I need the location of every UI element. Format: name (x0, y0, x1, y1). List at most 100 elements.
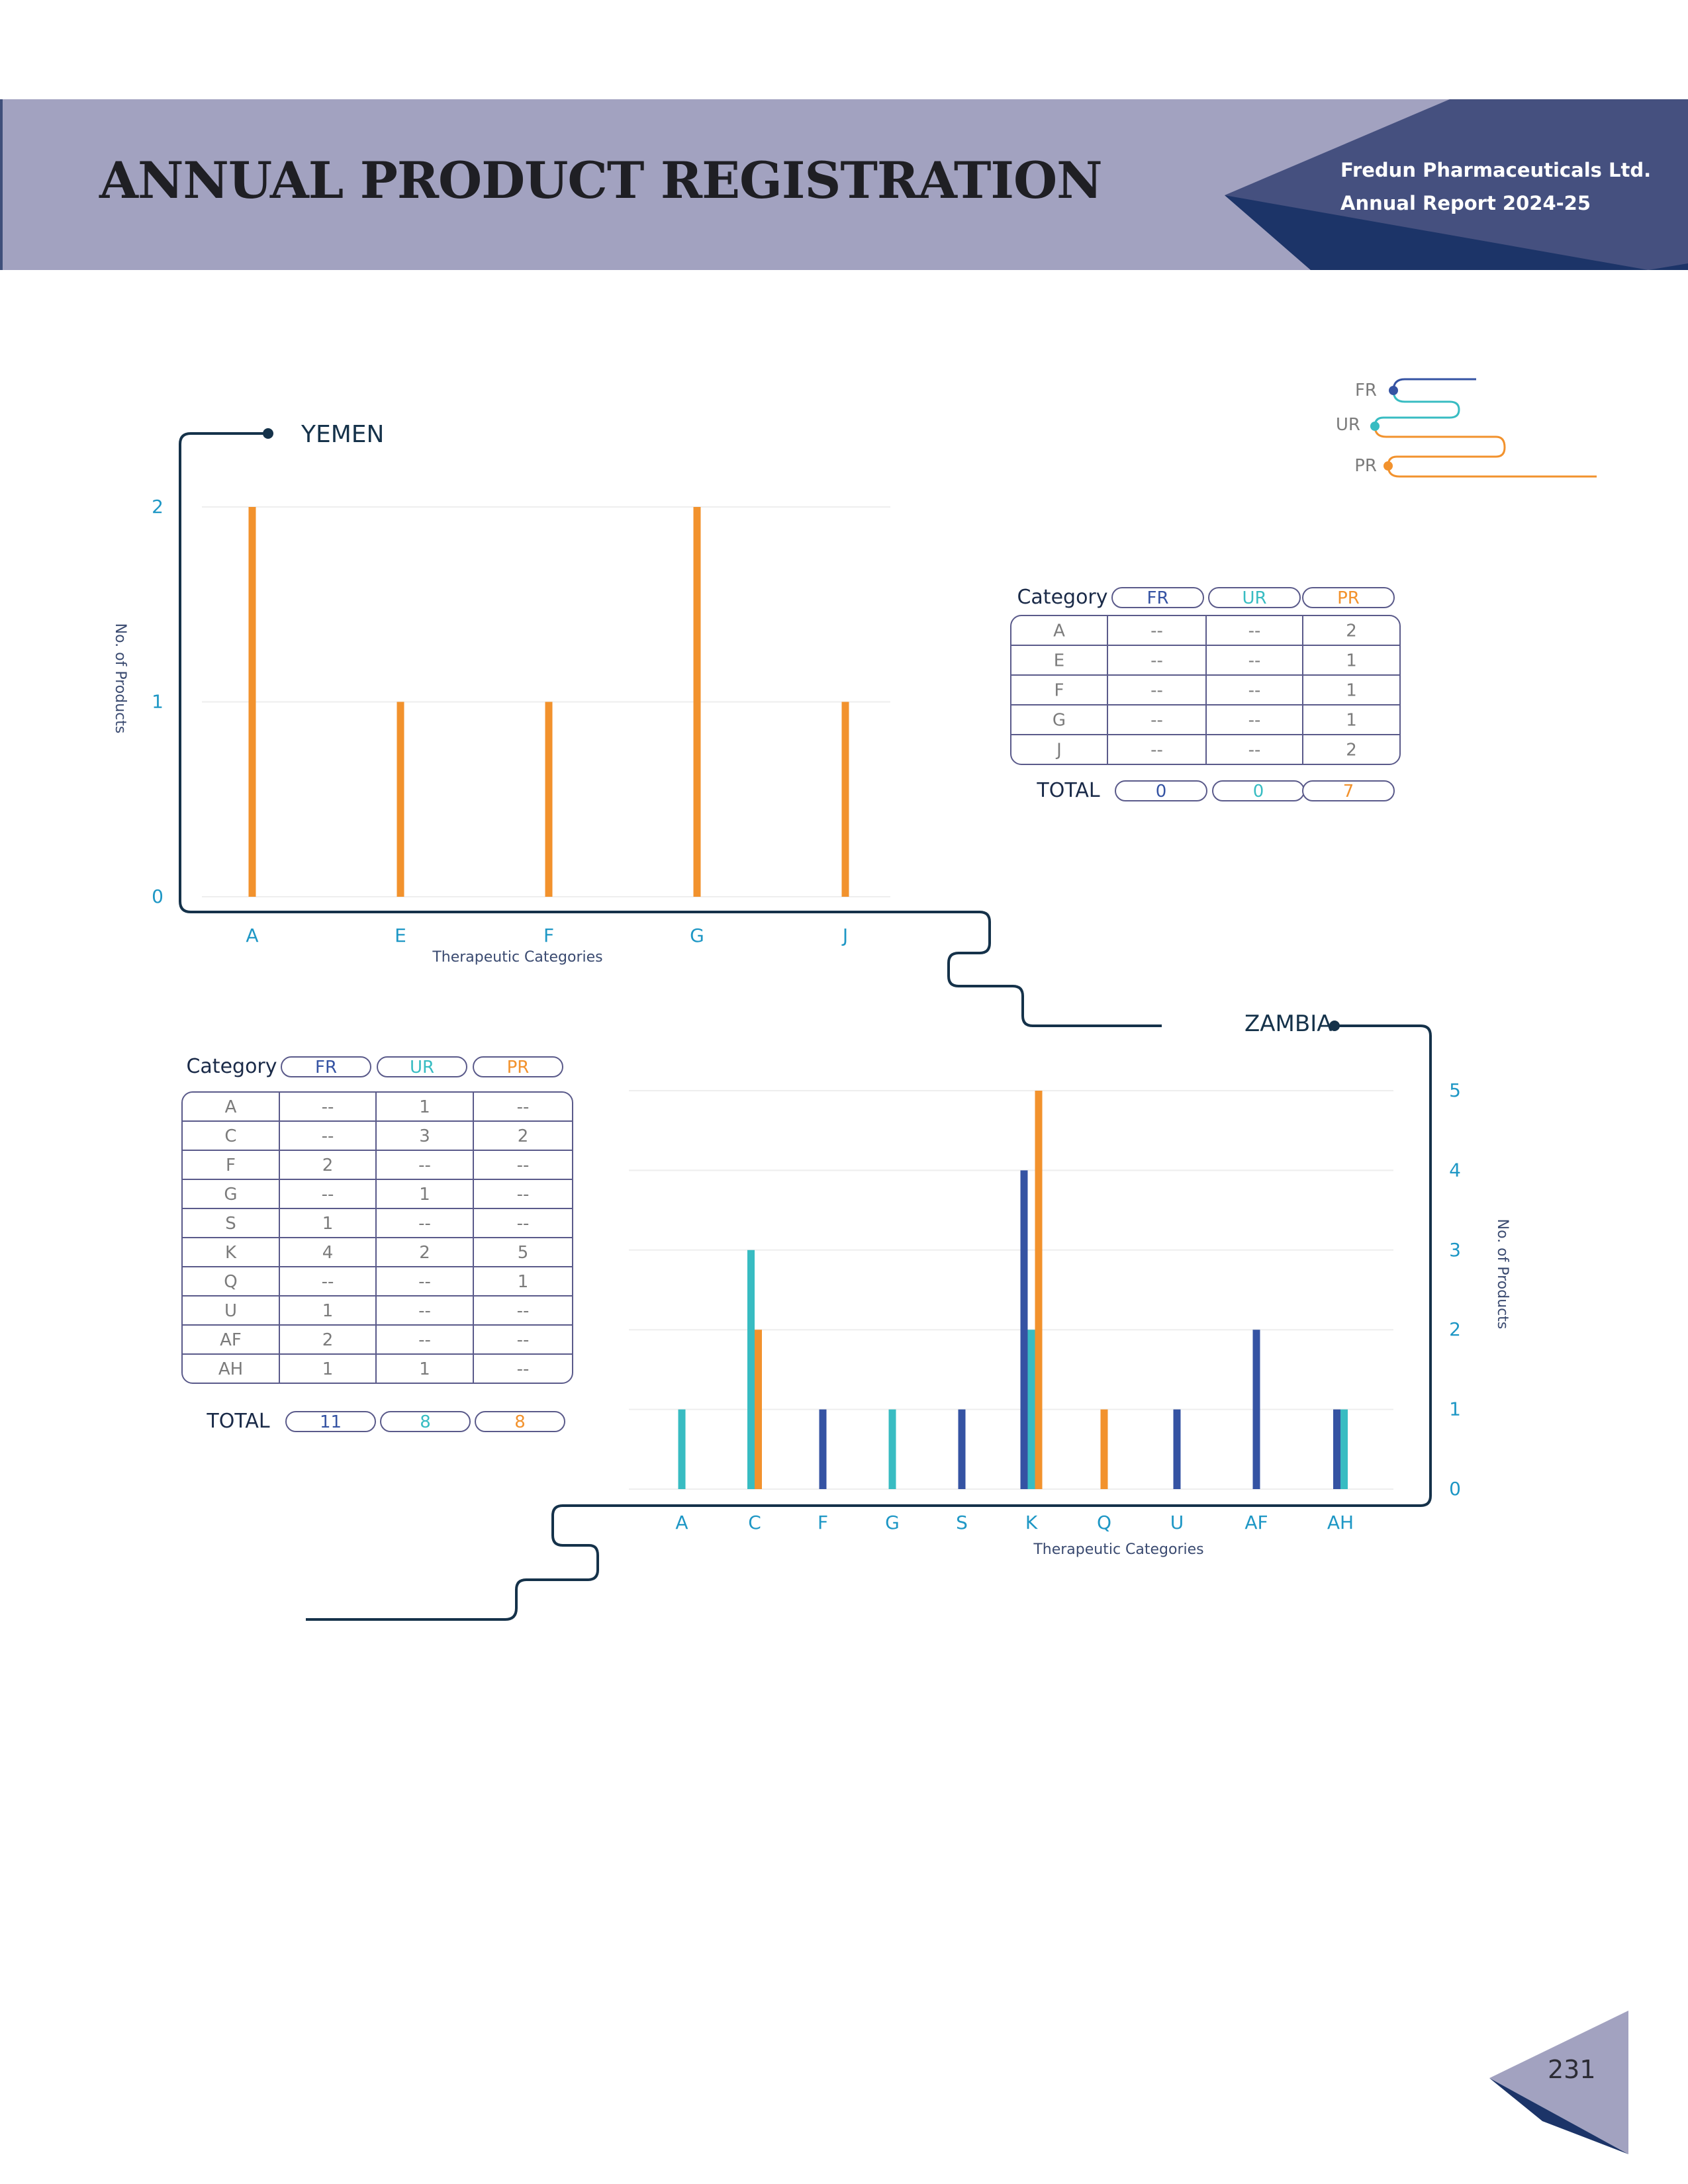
legend: FR UR PR (1336, 378, 1597, 478)
table-cell: -- (322, 1097, 334, 1117)
y-tick-label: 5 (1449, 1079, 1461, 1101)
y-tick-label: 1 (152, 691, 164, 713)
table-total-fr: 11 (320, 1412, 342, 1432)
table-cell: 2 (518, 1126, 529, 1146)
table-header-pr: PR (1337, 588, 1360, 608)
bar-pr-q (1100, 1409, 1108, 1489)
x-tick-label: F (543, 925, 554, 946)
table-cell: -- (322, 1185, 334, 1205)
x-tick-label: A (675, 1512, 688, 1533)
table-cell: 1 (1346, 681, 1357, 701)
table-total-fr: 0 (1156, 782, 1167, 801)
legend-dot-ur (1370, 422, 1380, 431)
table-cell: 2 (322, 1330, 334, 1350)
table-cell: -- (1248, 711, 1261, 731)
y-tick-label: 2 (152, 496, 164, 518)
table-cell: -- (517, 1214, 530, 1234)
table-cell: 1 (322, 1359, 334, 1379)
y-tick-label: 1 (1449, 1398, 1461, 1420)
page-number: 231 (1548, 2055, 1596, 2084)
legend-line-pr (1374, 426, 1597, 478)
legend-label-pr: PR (1354, 456, 1377, 476)
x-tick-label: AH (1327, 1512, 1354, 1533)
table-cell: -- (418, 1272, 431, 1292)
table-cell: -- (517, 1097, 530, 1117)
table-cell: F (1055, 681, 1064, 701)
x-tick-label: G (885, 1512, 900, 1533)
y-tick-label: 3 (1449, 1239, 1461, 1261)
table-total-label: TOTAL (206, 1410, 269, 1433)
bar-ur-g (888, 1409, 896, 1489)
table-cell: 4 (322, 1243, 334, 1263)
table-cell: 3 (419, 1126, 430, 1146)
table-cell: Q (224, 1272, 237, 1292)
table-cell: G (1053, 711, 1066, 731)
bar-fr-s (958, 1409, 966, 1489)
table-cell: K (225, 1243, 237, 1263)
bar-pr-g (693, 507, 701, 897)
bar-ur-ah (1340, 1409, 1348, 1489)
table-header-pr-pill (473, 1056, 563, 1077)
yemen-y-axis-title: No. of Products (112, 623, 128, 734)
table-cell: -- (1150, 621, 1163, 641)
table-total-label: TOTAL (1036, 779, 1100, 802)
x-tick-label: K (1025, 1512, 1038, 1533)
table-cell: 1 (322, 1301, 334, 1321)
bar-pr-f (545, 702, 553, 897)
table-total-pr: 7 (1343, 782, 1354, 801)
yemen-connector-dot (263, 428, 273, 439)
table-cell: 2 (1346, 741, 1357, 760)
legend-dot-fr (1389, 386, 1398, 395)
table-total-pr: 8 (514, 1412, 526, 1432)
table-cell: -- (517, 1330, 530, 1350)
table-total-fr-pill (285, 1411, 376, 1432)
table-cell: -- (1150, 741, 1163, 760)
table-total-pr-pill (475, 1411, 565, 1432)
table-cell: -- (1150, 681, 1163, 701)
table-cell: 1 (1346, 651, 1357, 671)
table-header-ur-pill (1208, 587, 1301, 608)
table-cell: 2 (419, 1243, 430, 1263)
bar-fr-f (819, 1409, 827, 1489)
table-cell: -- (1248, 621, 1261, 641)
table-total-pr-pill (1302, 780, 1395, 801)
table-cell: 1 (419, 1185, 430, 1205)
x-tick-label: J (841, 925, 848, 946)
table-cell: -- (1248, 651, 1261, 671)
zambia-x-axis-title: Therapeutic Categories (1033, 1541, 1203, 1558)
table-cell: -- (418, 1156, 431, 1175)
table-cell: -- (418, 1301, 431, 1321)
table-total-fr-pill (1115, 780, 1207, 801)
table-header-fr-pill (1111, 587, 1204, 608)
bar-fr-u (1173, 1409, 1181, 1489)
zambia-connector (306, 1024, 1432, 1621)
page-title: ANNUAL PRODUCT REGISTRATION (99, 151, 1103, 210)
table-cell: AH (218, 1359, 243, 1379)
table-cell: 1 (322, 1214, 334, 1234)
x-tick-label: U (1170, 1512, 1184, 1533)
table-cell: -- (517, 1156, 530, 1175)
table-cell: -- (1248, 741, 1261, 760)
bar-pr-k (1035, 1091, 1043, 1489)
table-cell: J (1055, 741, 1062, 760)
table-cell: -- (1248, 681, 1261, 701)
yemen-table: Category FR UR PR A -- -- 2 E -- -- 1 F -- -- 1 G -- -- 1 J -… (1010, 586, 1401, 802)
table-cell: E (1054, 651, 1064, 671)
page-number-decoration (1489, 2011, 1628, 2154)
x-tick-label: AF (1244, 1512, 1268, 1533)
yemen-chart-title: YEMEN (301, 421, 384, 448)
bar-pr-e (397, 702, 404, 897)
zambia-connector-dot (1329, 1021, 1340, 1031)
x-tick-label: F (818, 1512, 828, 1533)
x-tick-label: C (748, 1512, 761, 1533)
y-tick-label: 0 (152, 886, 164, 907)
table-total-ur: 0 (1253, 782, 1264, 801)
legend-line-ur (1374, 390, 1460, 427)
legend-label-ur: UR (1336, 415, 1360, 435)
legend-dot-pr (1383, 461, 1393, 471)
table-cell: 1 (518, 1272, 529, 1292)
x-tick-label: A (246, 925, 258, 946)
zambia-y-axis-title: No. of Products (1494, 1219, 1511, 1330)
bar-fr-k (1020, 1170, 1028, 1489)
